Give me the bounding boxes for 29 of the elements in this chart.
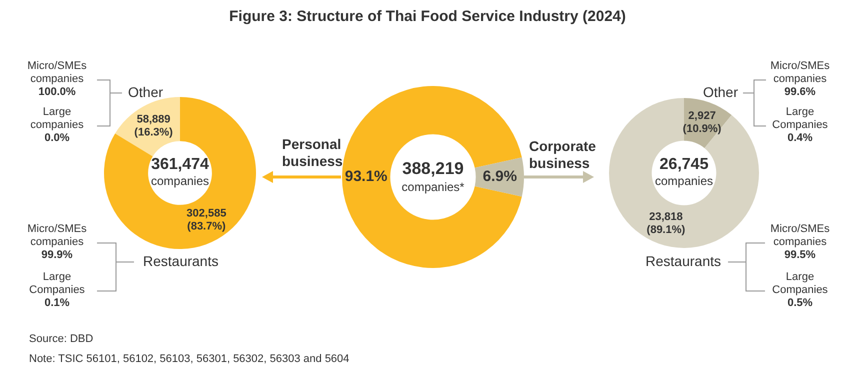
slice-label: Restaurants	[143, 253, 218, 270]
text: Micro/SMEs companies 99.9%	[26, 223, 88, 262]
text: Micro/SMEs companies 100.0%	[26, 60, 88, 99]
data-label: 93.1%	[344, 168, 388, 186]
text: Large Companies 0.4%	[771, 106, 829, 145]
text: 361,474	[151, 156, 209, 174]
slice-label: Other	[702, 84, 738, 101]
text: companies	[654, 174, 714, 188]
slice-label: Personal business	[282, 136, 344, 170]
text: 26,745	[660, 156, 708, 174]
data-label: 302,585 (83.7%)	[186, 208, 226, 233]
text: Large companies 0.0%	[29, 106, 85, 145]
data-label: 58,889 (16.3%)	[134, 113, 174, 138]
text: Micro/SMEs companies 99.5%	[769, 223, 831, 262]
data-label: 23,818 (89.1%)	[646, 211, 686, 236]
text: Large Companies 0.1%	[28, 271, 86, 310]
source-note: Source: DBD	[29, 333, 94, 345]
text: 388,219	[402, 159, 464, 179]
text: companies*	[402, 180, 464, 194]
chart-title: Figure 3: Structure of Thai Food Service Industry (2024)	[228, 8, 627, 25]
slice-label: Corporate business	[529, 138, 597, 172]
text: Large Companies 0.5%	[771, 271, 829, 310]
slice-label: Other	[128, 84, 164, 101]
text: companies	[150, 174, 210, 188]
data-label: 2,927 (10.9%)	[682, 110, 722, 136]
data-label: 6.9%	[482, 168, 517, 186]
text: Micro/SMEs companies 99.6%	[769, 60, 831, 99]
text: Note: TSIC 56101, 56102, 56103, 56301, 56302, 56303 and 5604	[29, 353, 350, 365]
slice-label: Restaurants	[646, 253, 721, 270]
